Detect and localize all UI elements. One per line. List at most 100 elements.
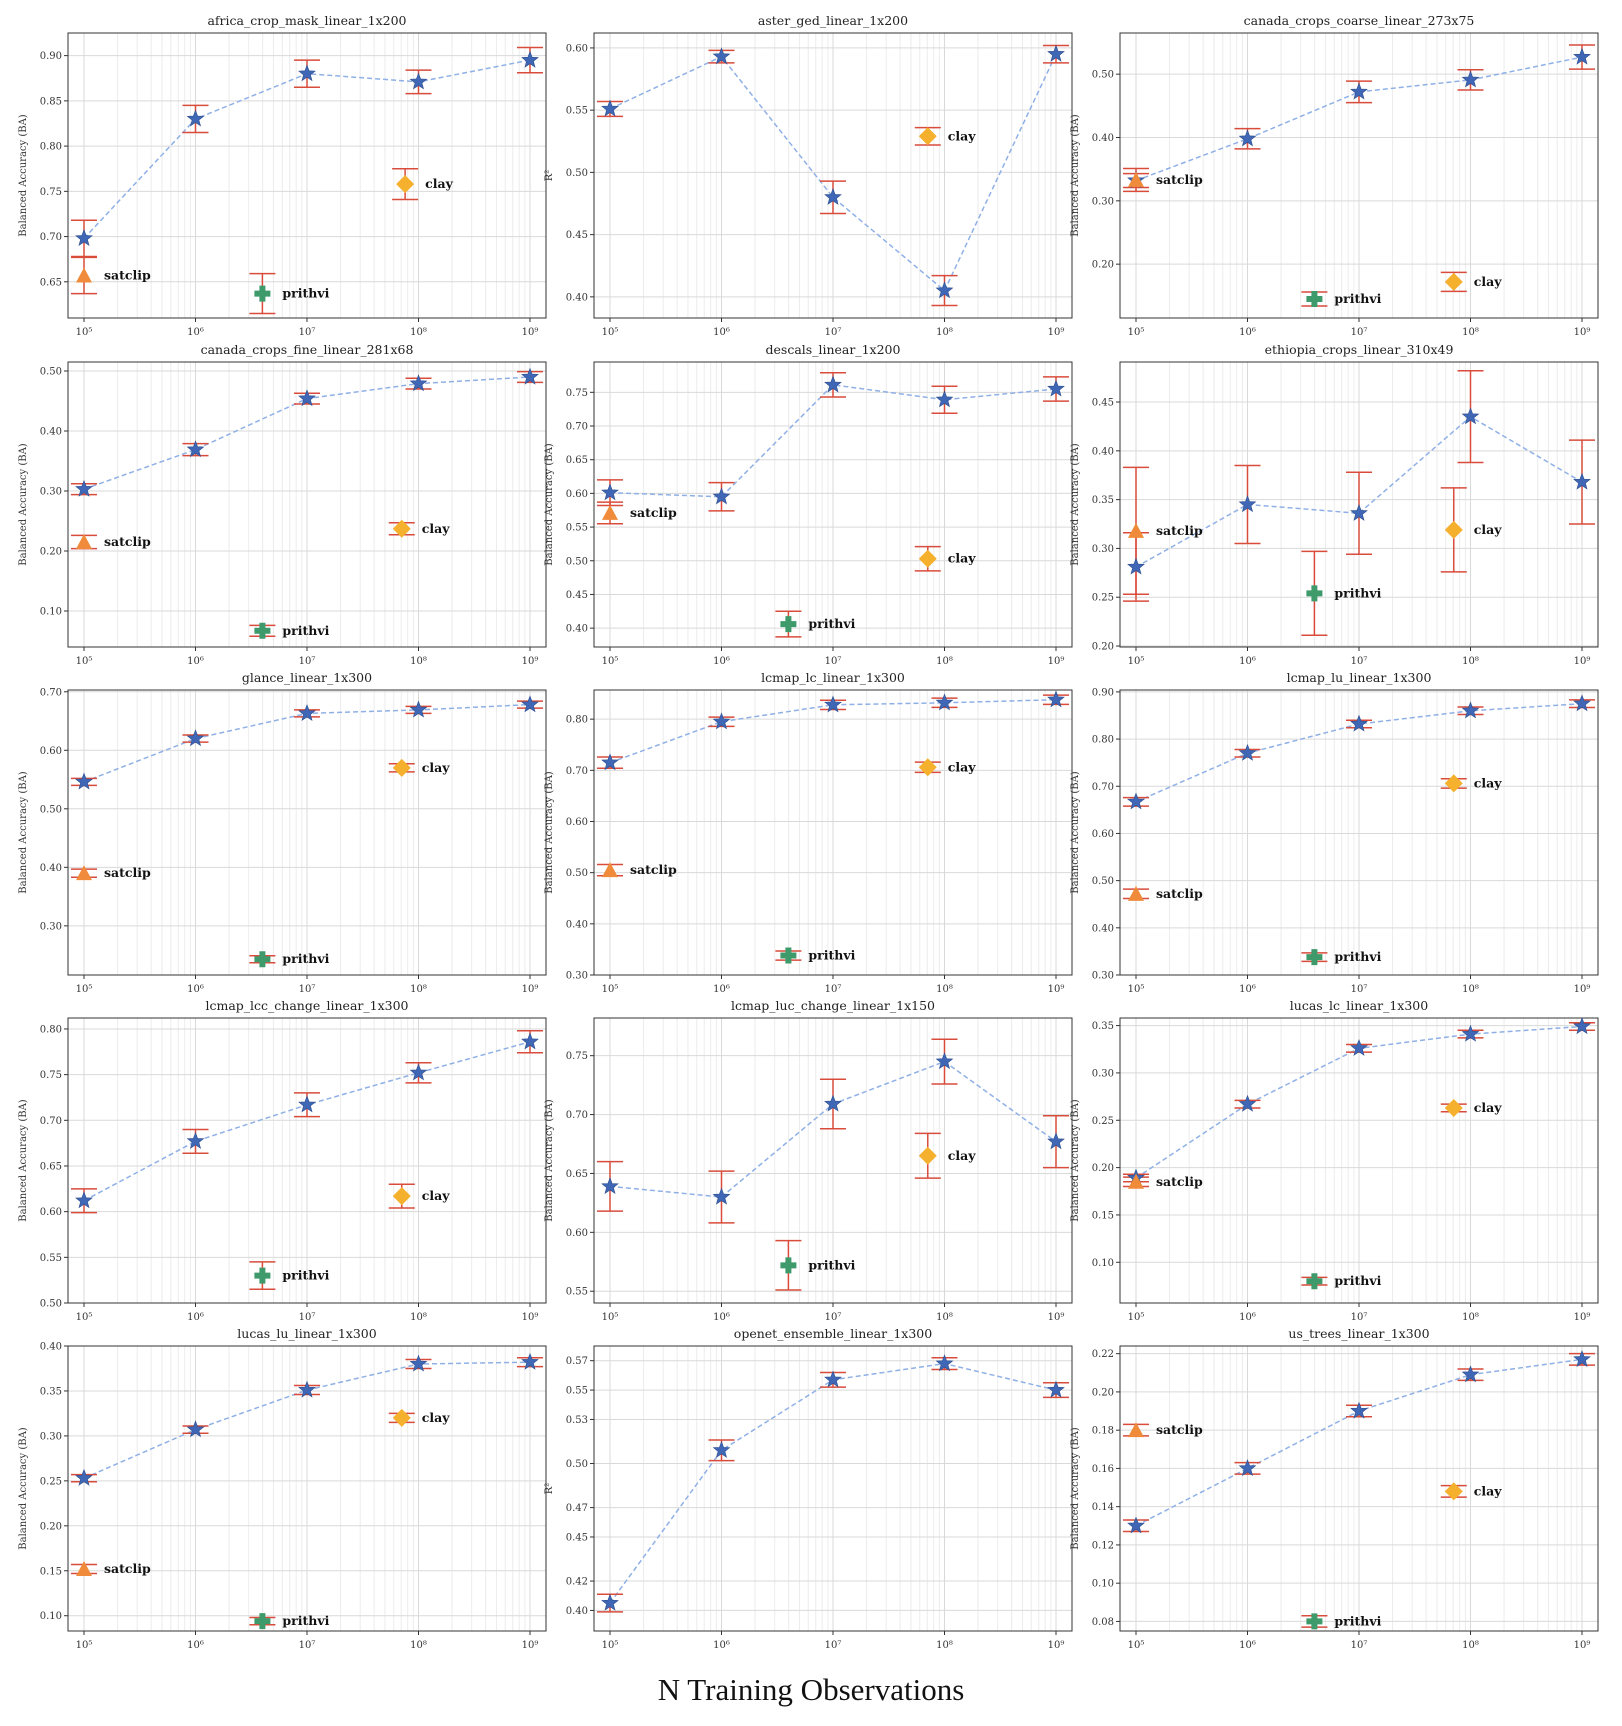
x-tick-label: 10⁹ — [1048, 1640, 1065, 1651]
prithvi-label: prithvi — [1334, 585, 1381, 600]
star-marker — [298, 1380, 316, 1398]
star-marker — [298, 704, 316, 721]
y-tick-label: 0.45 — [566, 590, 588, 601]
satclip-label: satclip — [630, 505, 677, 520]
x-tick-label: 10⁶ — [1239, 1640, 1256, 1651]
satclip-marker — [1128, 1422, 1144, 1438]
x-tick-label: 10⁸ — [936, 1640, 953, 1651]
star-marker — [712, 1187, 731, 1205]
y-tick-label: 0.10 — [1092, 1579, 1114, 1590]
x-tick-label: 10⁸ — [410, 984, 427, 995]
y-tick-label: 0.20 — [40, 547, 62, 558]
clay-marker — [392, 1408, 411, 1427]
prithvi-label: prithvi — [1334, 949, 1381, 964]
y-tick-label: 0.45 — [566, 1532, 588, 1543]
plot-frame — [67, 689, 547, 976]
x-tick-label: 10⁷ — [299, 984, 316, 995]
star-marker — [186, 1131, 205, 1149]
satclip-marker — [602, 504, 618, 520]
x-tick-label: 10⁹ — [522, 984, 539, 995]
x-tick-label: 10⁹ — [1048, 1312, 1065, 1323]
star-marker — [186, 1420, 205, 1438]
clay-label: clay — [1474, 274, 1502, 289]
chart-panel: openet_ensemble_linear_1x300 0.40 0.42 0.45… — [544, 1326, 1073, 1651]
plot-frame — [67, 361, 547, 648]
star-marker — [1047, 1132, 1065, 1150]
x-tick-label: 10⁷ — [1351, 1640, 1368, 1651]
star-marker — [521, 695, 539, 713]
chart-panel: lucas_lc_linear_1x300 0.10 0.15 0.20 0.25 0.3… — [1070, 998, 1599, 1323]
satclip-marker — [76, 267, 92, 283]
chart-panel: descals_linear_1x200 0.40 0.45 0.50 0.55 0.60… — [544, 342, 1073, 667]
y-tick-label: 0.30 — [1092, 544, 1114, 555]
y-axis-label: Balanced Accuracy (BA) — [18, 771, 29, 894]
clay-label: clay — [422, 1188, 450, 1203]
y-tick-label: 0.65 — [40, 277, 62, 288]
chart-panel: lcmap_lcc_change_linear_1x300 0.50 0.55 0.6… — [18, 998, 547, 1323]
star-marker — [1573, 694, 1591, 712]
y-tick-label: 0.30 — [40, 921, 62, 932]
star-marker — [186, 440, 205, 458]
plot-frame — [67, 32, 547, 319]
star-marker — [1047, 379, 1065, 397]
y-tick-label: 0.50 — [566, 1459, 588, 1470]
clay-marker — [392, 1187, 411, 1206]
y-tick-label: 0.65 — [40, 1161, 62, 1172]
star-marker — [935, 1354, 954, 1372]
y-tick-label: 0.30 — [40, 487, 62, 498]
star-marker — [1573, 1017, 1591, 1035]
clay-label: clay — [422, 760, 450, 775]
satclip-marker — [1128, 171, 1144, 187]
x-tick-label: 10⁶ — [187, 984, 204, 995]
y-tick-label: 0.10 — [40, 607, 62, 618]
y-tick-label: 0.14 — [1092, 1502, 1114, 1513]
plot-frame — [67, 1345, 547, 1632]
star-marker — [521, 367, 539, 385]
x-tick-label: 10⁸ — [936, 1312, 953, 1323]
chart-panel: lcmap_luc_change_linear_1x150 0.55 0.60 0.6… — [544, 998, 1073, 1323]
clay-marker — [392, 519, 411, 538]
plot-frame — [1119, 689, 1599, 976]
satclip-label: satclip — [630, 862, 677, 877]
y-tick-label: 0.15 — [40, 1566, 62, 1577]
star-marker — [601, 753, 619, 771]
satclip-label: satclip — [104, 267, 151, 282]
y-tick-label: 0.40 — [40, 1342, 62, 1353]
y-tick-label: 0.70 — [40, 232, 62, 243]
star-marker — [1238, 743, 1257, 761]
clay-marker — [918, 1146, 937, 1165]
y-axis-label: Balanced Accuracy (BA) — [18, 1427, 29, 1550]
star-marker — [824, 375, 842, 393]
y-tick-label: 0.55 — [40, 1253, 62, 1264]
y-axis-label: R² — [544, 1483, 555, 1495]
y-tick-label: 0.20 — [1092, 1163, 1114, 1174]
y-tick-label: 0.40 — [566, 624, 588, 635]
x-tick-label: 10⁹ — [522, 327, 539, 338]
y-tick-label: 0.75 — [40, 1070, 62, 1081]
y-tick-label: 0.20 — [1092, 1387, 1114, 1398]
x-tick-label: 10⁶ — [1239, 984, 1256, 995]
y-tick-label: 0.80 — [1092, 735, 1114, 746]
x-tick-label: 10⁹ — [1048, 327, 1065, 338]
x-tick-label: 10⁶ — [713, 1312, 730, 1323]
star-marker — [298, 1095, 316, 1113]
y-tick-label: 0.25 — [1092, 1116, 1114, 1127]
chart-panel: lucas_lu_linear_1x300 0.10 0.15 0.20 0.25 0.3… — [18, 1326, 547, 1651]
x-tick-label: 10⁵ — [602, 1312, 619, 1323]
y-tick-label: 0.40 — [1092, 446, 1114, 457]
y-tick-label: 0.80 — [566, 715, 588, 726]
x-axis-label: N Training Observations — [657, 1672, 965, 1707]
x-tick-label: 10⁷ — [825, 327, 842, 338]
star-marker — [409, 1063, 428, 1081]
clay-marker — [918, 758, 937, 777]
y-tick-label: 0.10 — [1092, 1258, 1114, 1269]
y-tick-label: 0.60 — [566, 489, 588, 500]
y-tick-label: 0.70 — [40, 687, 62, 698]
x-tick-label: 10⁶ — [187, 327, 204, 338]
x-tick-label: 10⁸ — [1462, 1312, 1479, 1323]
clay-label: clay — [1474, 775, 1502, 790]
star-marker — [298, 389, 316, 407]
y-axis-label: Balanced Accuracy (BA) — [544, 443, 555, 566]
chart-panel: lcmap_lc_linear_1x300 0.30 0.40 0.50 0.60 0.7… — [544, 670, 1073, 995]
x-tick-label: 10⁹ — [522, 1640, 539, 1651]
